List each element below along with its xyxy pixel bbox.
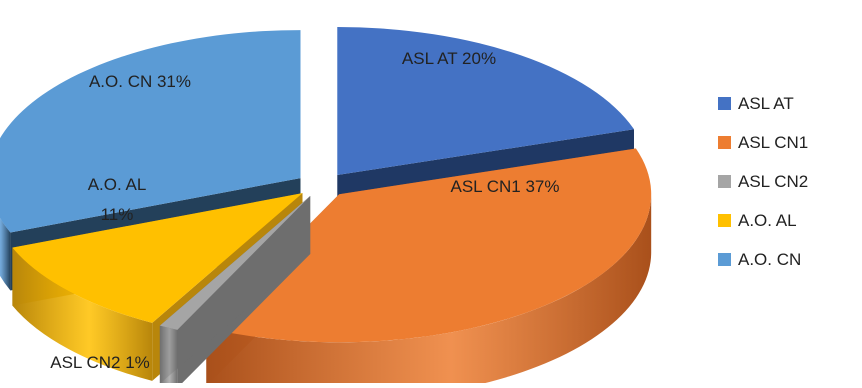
- slice-cut-face-asl-cn2-end: [159, 195, 311, 384]
- data-label-a-o-al: A.O. AL 11%: [88, 175, 147, 224]
- slice-top-a-o-al: [12, 193, 303, 323]
- chart-legend: ASL AT ASL CN1 ASL CN2 A.O. AL A.O. CN: [718, 84, 808, 279]
- legend-swatch-asl-cn1: [718, 136, 731, 149]
- legend-label: ASL CN2: [738, 171, 809, 191]
- legend-label: A.O. CN: [738, 249, 802, 269]
- legend-item: ASL AT: [718, 84, 808, 123]
- legend-swatch-ao-cn: [718, 253, 731, 266]
- legend-item: ASL CN2: [718, 162, 808, 201]
- legend-item: A.O. CN: [718, 240, 808, 279]
- data-label-a-o-cn: A.O. CN 31%: [89, 72, 191, 91]
- slice-outer-wall-asl-cn2: [159, 325, 178, 388]
- data-label-asl-cn1: ASL CN1 37%: [451, 177, 560, 196]
- slice-top-a-o-cn: [0, 30, 301, 233]
- slice-top-asl-at: [337, 27, 635, 176]
- legend-swatch-asl-cn2: [718, 175, 731, 188]
- legend-item: A.O. AL: [718, 201, 808, 240]
- slice-outer-wall-a-o-al: [12, 247, 153, 381]
- slice-outer-wall-a-o-cn: [0, 217, 11, 291]
- data-label-asl-at: ASL AT 20%: [402, 49, 496, 68]
- slice-top-asl-cn1: [206, 148, 652, 343]
- legend-label: ASL CN1: [738, 132, 809, 152]
- legend-label: ASL AT: [738, 93, 794, 113]
- legend-item: ASL CN1: [718, 123, 808, 162]
- slice-outer-wall-asl-cn1: [206, 194, 652, 388]
- slice-top-asl-cn2: [159, 195, 311, 330]
- legend-label: A.O. AL: [738, 210, 797, 230]
- legend-swatch-asl-at: [718, 97, 731, 110]
- legend-swatch-ao-al: [718, 214, 731, 227]
- data-label-asl-cn2: ASL CN2 1%: [50, 353, 150, 372]
- pie-slice-asl-cn2: [159, 195, 311, 388]
